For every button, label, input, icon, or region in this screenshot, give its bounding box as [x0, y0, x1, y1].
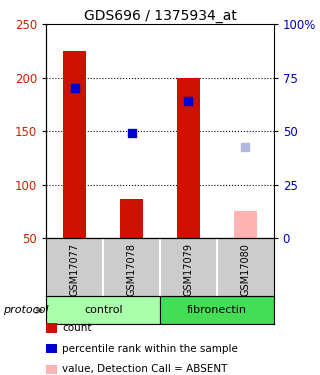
Bar — [234, 211, 257, 238]
Text: GSM17078: GSM17078 — [127, 243, 137, 296]
Text: count: count — [62, 323, 92, 333]
Bar — [63, 51, 86, 238]
Text: percentile rank within the sample: percentile rank within the sample — [62, 344, 238, 354]
Text: GSM17077: GSM17077 — [70, 243, 80, 296]
Text: protocol: protocol — [3, 305, 49, 315]
Bar — [120, 199, 143, 238]
Bar — [177, 78, 200, 238]
Text: GSM17080: GSM17080 — [240, 243, 250, 296]
Bar — [160, 296, 274, 324]
Text: GSM17079: GSM17079 — [183, 243, 193, 296]
Text: value, Detection Call = ABSENT: value, Detection Call = ABSENT — [62, 364, 228, 374]
Bar — [46, 296, 160, 324]
Title: GDS696 / 1375934_at: GDS696 / 1375934_at — [84, 9, 236, 23]
Text: fibronectin: fibronectin — [187, 305, 247, 315]
Text: control: control — [84, 305, 123, 315]
